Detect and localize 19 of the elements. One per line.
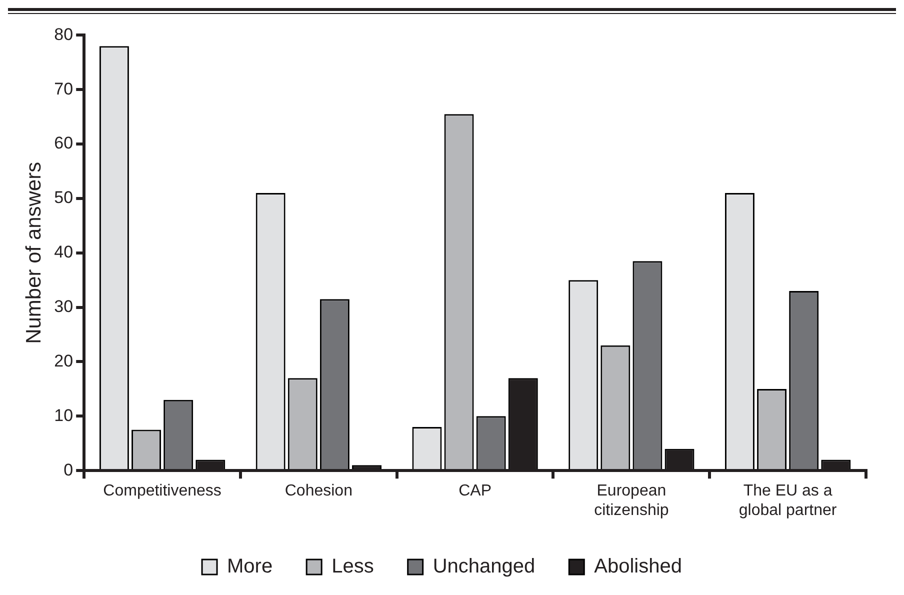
x-tick-label: Cohesion [284,482,352,500]
x-tick-label: CAP [458,482,492,500]
legend-label: More [227,556,273,578]
y-tick-label: 20 [54,351,74,370]
y-tick-label: 80 [54,24,74,44]
y-tick-label: 70 [54,79,74,98]
y-axis-title: Number of answers [22,162,46,344]
y-tick-label: 0 [64,460,74,480]
legend-label: Less [332,556,374,578]
x-tick-label: Competitiveness [103,482,222,500]
y-tick-label: 30 [54,297,74,316]
y-tick-label: 50 [54,188,74,208]
y-tick-label: 10 [54,406,74,425]
y-tick-label: 60 [54,134,74,153]
legend-label: Abolished [594,556,682,578]
y-tick-label: 40 [54,242,74,262]
x-tick-label: The EU as a global partner [738,482,838,519]
x-tick-label: European citizenship [594,482,669,519]
legend-label: Unchanged [432,556,536,578]
